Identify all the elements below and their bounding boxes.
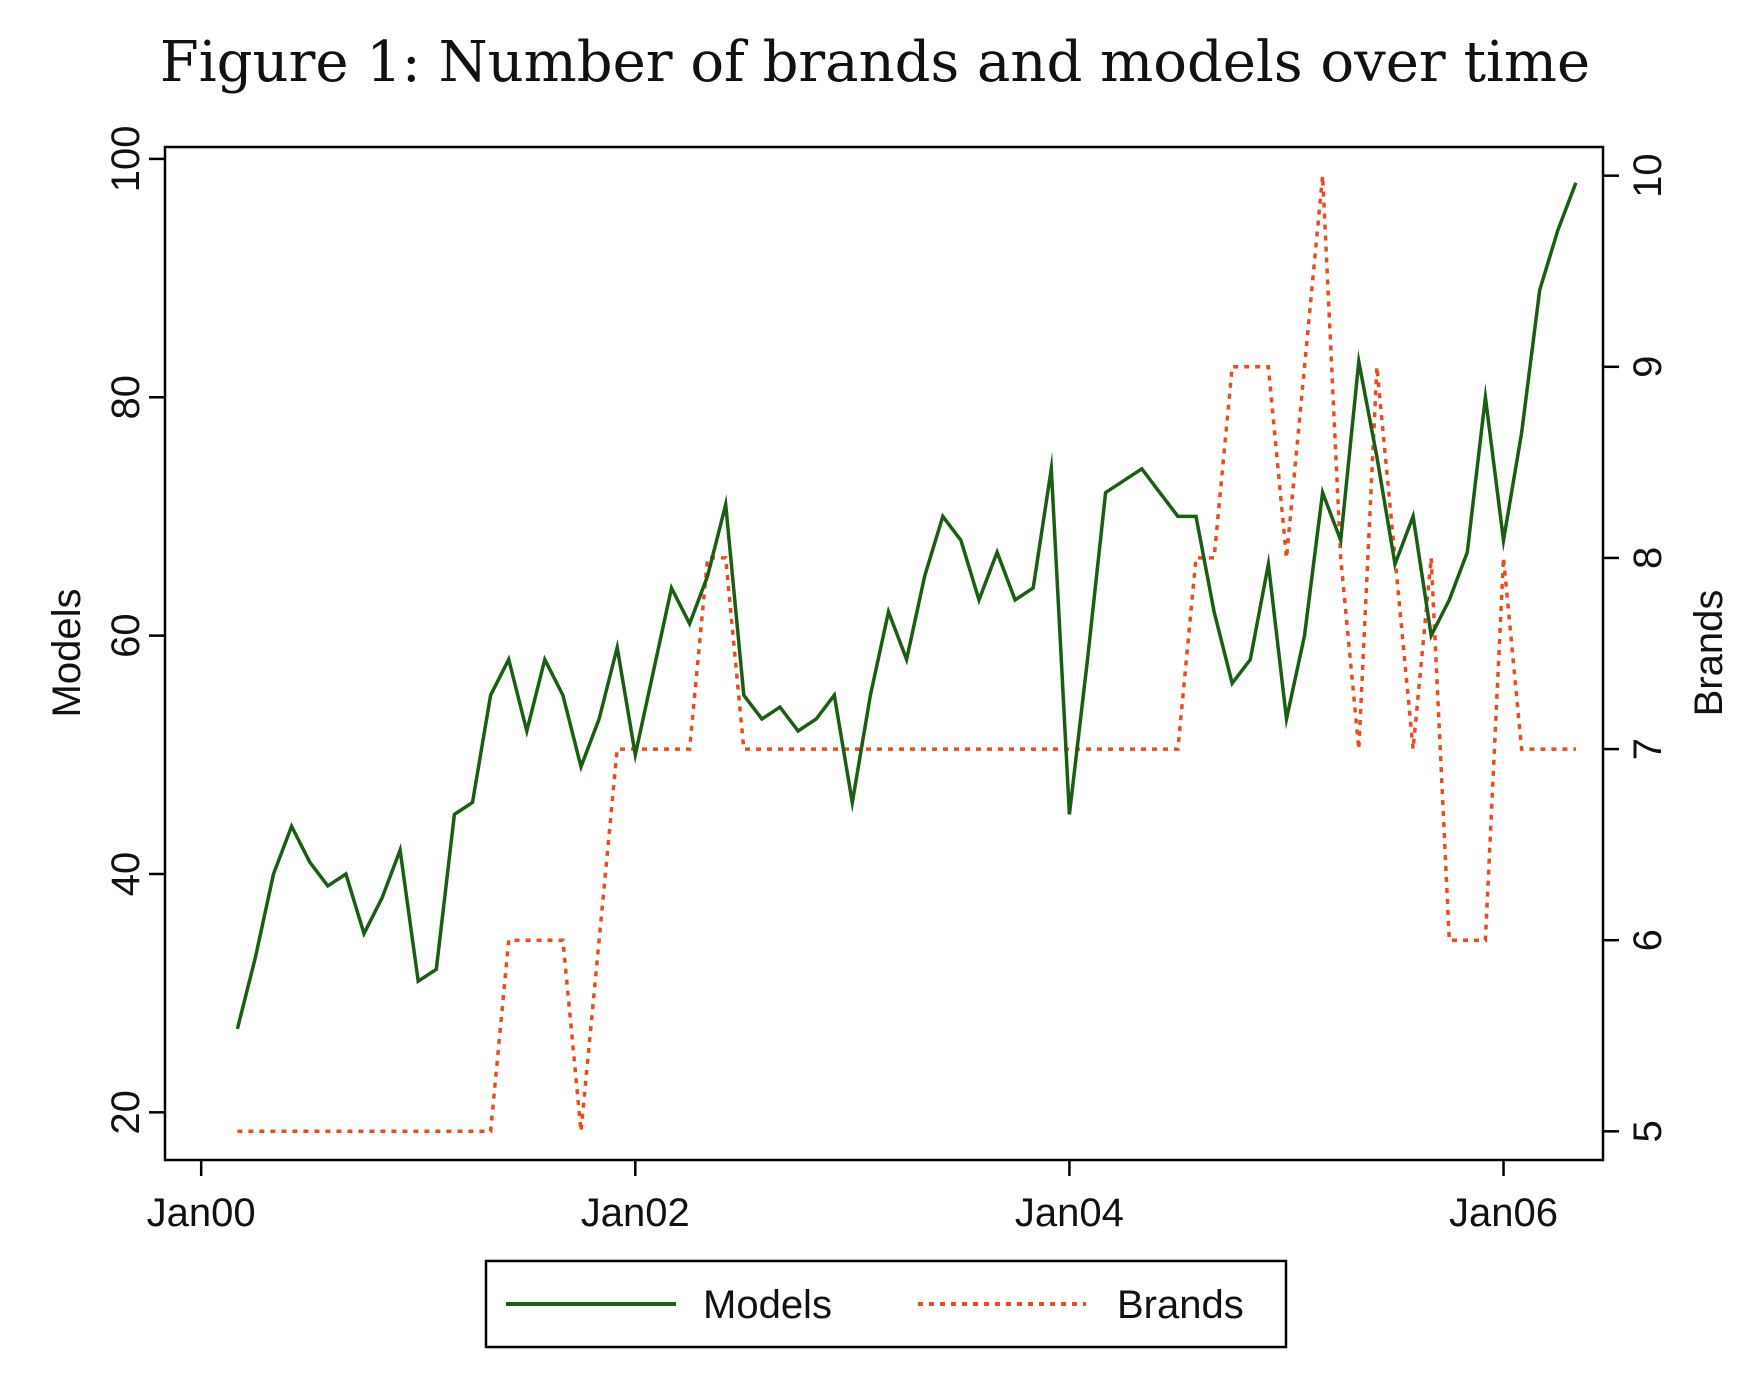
y-left-tick-label: 40 (104, 852, 148, 897)
figure-title: Figure 1: Number of brands and models ov… (159, 30, 1591, 95)
x-tick-label: Jan00 (147, 1191, 256, 1235)
brands-series-line (237, 175, 1576, 1134)
y-axis-right-label: Brands (1687, 590, 1731, 717)
legend: Models Brands (484, 1259, 1288, 1349)
y-right-tick-label: 10 (1626, 153, 1670, 198)
plot-frame (163, 145, 1605, 1162)
y-left-tick-label: 60 (104, 613, 148, 658)
y-right-tick-label: 9 (1626, 356, 1670, 378)
y-right-tick-label: 7 (1626, 738, 1670, 760)
y-right-tick-label: 6 (1626, 929, 1670, 951)
models-series-line (235, 182, 1578, 1030)
legend-brands-label: Brands (1117, 1283, 1244, 1327)
y-right-tick-label: 8 (1626, 547, 1670, 569)
x-tick-label: Jan02 (581, 1191, 690, 1235)
y-axis-left-label: Models (45, 589, 89, 718)
y-left-tick-label: 100 (104, 126, 148, 193)
y-right-tick-label: 5 (1626, 1120, 1670, 1142)
y-left-tick-label: 20 (104, 1090, 148, 1135)
legend-models-label: Models (703, 1283, 832, 1327)
x-tick-label: Jan04 (1015, 1191, 1124, 1235)
y-axis-right: 5 6 7 8 9 10 (1603, 153, 1670, 1142)
x-axis: Jan00 Jan02 Jan04 Jan06 (147, 1160, 1558, 1235)
y-axis-left: 20 40 60 80 100 (104, 126, 165, 1135)
x-tick-label: Jan06 (1449, 1191, 1558, 1235)
series-layer (235, 175, 1578, 1134)
y-left-tick-label: 80 (104, 375, 148, 420)
